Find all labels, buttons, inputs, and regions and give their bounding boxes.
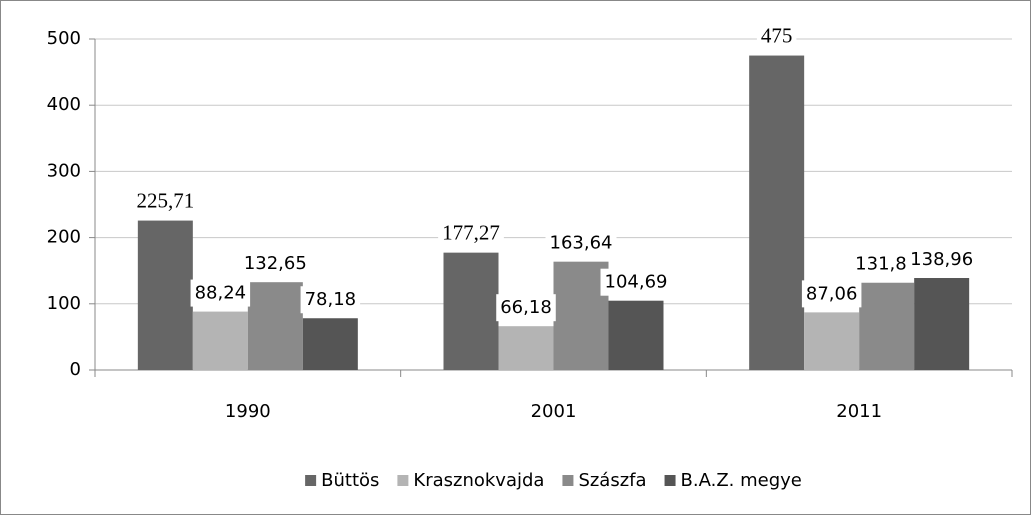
data-label: 88,24 <box>195 283 247 304</box>
bar <box>302 318 358 370</box>
data-label-group: 87,06 <box>801 280 862 308</box>
data-label-group: 66,18 <box>496 294 556 322</box>
bar <box>137 220 193 370</box>
data-label: 225,71 <box>136 188 194 212</box>
data-label-bg <box>801 280 862 308</box>
y-tick-label: 100 <box>47 293 81 314</box>
x-tick-label: 2011 <box>836 401 882 422</box>
bar <box>553 261 609 370</box>
x-tick-label: 2001 <box>531 401 577 422</box>
bar <box>443 252 499 370</box>
y-tick-label: 500 <box>47 28 81 49</box>
bar <box>192 311 248 370</box>
data-label-group: 138,96 <box>906 246 978 274</box>
y-tick-label: 400 <box>47 94 81 115</box>
bar <box>608 300 664 370</box>
data-label-group: 78,18 <box>300 286 361 314</box>
bar <box>914 278 970 370</box>
data-label-group: 88,24 <box>190 279 251 307</box>
legend-swatch <box>397 475 409 486</box>
data-label-bg <box>300 286 361 314</box>
data-label-bg <box>906 246 978 274</box>
bar <box>498 326 554 370</box>
x-tick-label: 1990 <box>225 401 271 422</box>
legend-swatch <box>562 475 574 486</box>
y-tick-label: 0 <box>70 359 81 380</box>
data-label: 138,96 <box>910 249 973 270</box>
data-label: 104,69 <box>605 272 668 293</box>
data-label-bg <box>496 294 556 322</box>
data-label-group: 475 <box>756 20 797 51</box>
legend-swatch <box>305 475 317 486</box>
data-label: 78,18 <box>305 289 357 310</box>
data-label: 131,82 <box>855 254 918 275</box>
y-tick-label: 200 <box>47 227 81 248</box>
data-label-bg <box>239 250 311 278</box>
data-label-bg <box>545 229 617 257</box>
data-label: 475 <box>761 23 793 47</box>
data-label-group: 177,27 <box>438 217 504 248</box>
legend-label: Krasznokvajda <box>413 470 544 491</box>
data-label: 132,65 <box>244 253 307 274</box>
legend-swatch <box>664 475 676 486</box>
legend-label: Szászfa <box>578 470 646 491</box>
data-label-group: 132,65 <box>239 250 311 278</box>
legend: Büttös Krasznokvajda Szászfa B.A.Z. megye <box>305 470 802 491</box>
data-label-bg <box>132 185 199 216</box>
data-label-bg <box>190 279 251 307</box>
bar <box>859 282 915 370</box>
bar <box>247 282 303 370</box>
data-label-bg <box>600 268 672 296</box>
legend-label: B.A.Z. megye <box>681 470 802 491</box>
y-tick-label: 300 <box>47 160 81 181</box>
data-label-group: 163,64 <box>545 229 617 257</box>
data-label: 163,64 <box>550 233 613 254</box>
data-label-group: 225,71 <box>132 185 199 216</box>
bar <box>749 55 805 371</box>
bar <box>804 312 860 370</box>
data-label: 66,18 <box>500 297 552 318</box>
data-label-bg <box>438 217 504 248</box>
data-label: 87,06 <box>806 283 858 304</box>
data-label-group: 104,69 <box>600 268 672 296</box>
data-label: 177,27 <box>442 220 500 244</box>
data-label-bg <box>756 20 797 51</box>
legend-label: Büttös <box>321 470 379 491</box>
